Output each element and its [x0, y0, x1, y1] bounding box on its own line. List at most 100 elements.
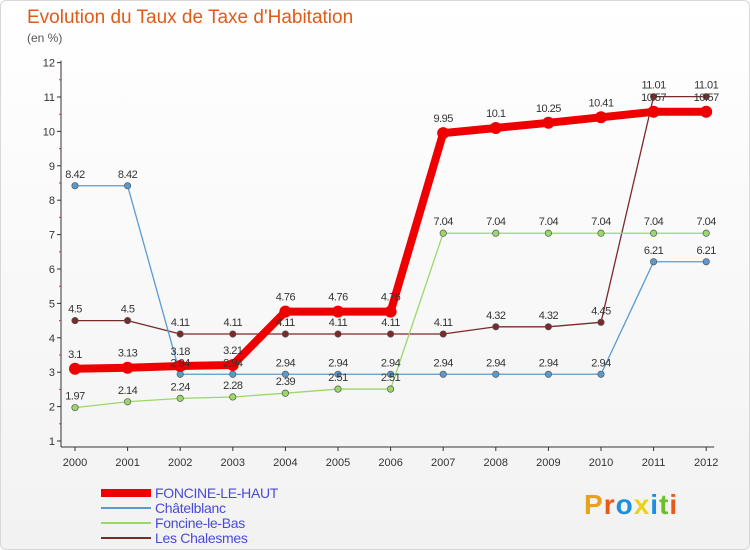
data-label-ch-telblanc: 2.94: [433, 357, 453, 369]
data-label-foncine-le-haut: 3.18: [170, 346, 190, 358]
y-tick-label: 1: [49, 436, 55, 448]
data-label-ch-telblanc: 2.94: [276, 357, 296, 369]
data-point-foncine-le-haut: [69, 362, 81, 375]
logo-letter: i: [669, 489, 679, 520]
legend-item: Foncine-le-Bas: [101, 514, 278, 531]
x-tick-label: 2006: [378, 457, 402, 469]
data-label-les-chalesmes: 4.11: [276, 317, 295, 329]
data-point-foncine-le-haut: [174, 360, 187, 373]
y-tick-label: 7: [49, 230, 55, 242]
data-point-ch-telblanc: [334, 370, 342, 378]
data-label-ch-telblanc: 6.21: [696, 245, 716, 257]
data-label-foncine-le-bas: 2.51: [381, 372, 401, 384]
data-point-ch-telblanc: [124, 182, 132, 190]
data-point-foncine-le-bas: [124, 398, 132, 406]
x-tick-label: 2008: [484, 457, 508, 469]
y-tick-label: 11: [44, 92, 55, 104]
logo-letter: x: [633, 489, 651, 520]
data-point-ch-telblanc: [650, 258, 658, 266]
logo-letter: r: [603, 489, 616, 520]
data-point-ch-telblanc: [71, 182, 79, 190]
data-point-foncine-le-haut: [332, 305, 344, 318]
legend-item: FONCINE-LE-HAUT: [101, 484, 279, 501]
data-point-foncine-le-haut: [542, 116, 555, 129]
data-label-les-chalesmes: 11.01: [641, 80, 666, 92]
data-point-foncine-le-haut: [700, 105, 713, 118]
y-tick-label: 2: [49, 402, 55, 414]
y-tick-label: 6: [49, 264, 55, 276]
data-point-ch-telblanc: [492, 370, 500, 378]
data-point-foncine-le-haut: [595, 111, 607, 124]
data-point-foncine-le-haut: [489, 121, 502, 134]
y-tick-label: 10: [43, 126, 55, 138]
data-label-les-chalesmes: 4.45: [591, 305, 611, 317]
legend-label: Foncine-le-Bas: [155, 514, 245, 531]
data-label-foncine-le-haut: 10.1: [486, 108, 506, 120]
data-label-ch-telblanc: 2.94: [170, 357, 190, 369]
data-point-les-chalesmes: [597, 318, 605, 326]
data-point-les-chalesmes: [176, 330, 184, 338]
series-line-foncine-le-haut: [71, 107, 711, 373]
data-label-foncine-le-bas: 7.04: [486, 216, 506, 228]
data-point-foncine-le-bas: [334, 385, 342, 393]
legend-swatch: [101, 488, 151, 497]
data-point-les-chalesmes: [124, 317, 132, 325]
data-point-foncine-le-bas: [229, 393, 237, 401]
data-point-foncine-le-haut: [121, 361, 134, 374]
y-tick-label: 12: [43, 58, 55, 70]
data-label-foncine-le-bas: 2.39: [276, 376, 296, 388]
data-label-les-chalesmes: 4.11: [329, 317, 348, 329]
data-label-foncine-le-bas: 7.04: [591, 216, 611, 228]
data-point-les-chalesmes: [492, 323, 500, 331]
data-point-foncine-le-haut: [647, 105, 660, 118]
x-tick-label: 2005: [326, 457, 350, 469]
x-tick-label: 2001: [115, 457, 139, 469]
data-point-foncine-le-bas: [492, 229, 500, 237]
data-label-les-chalesmes: 4.11: [171, 317, 190, 329]
data-label-foncine-le-haut: 3.1: [68, 349, 82, 361]
x-tick-label: 2003: [221, 457, 245, 469]
data-point-foncine-le-bas: [702, 229, 710, 237]
data-point-les-chalesmes: [439, 330, 447, 338]
data-point-foncine-le-bas: [281, 389, 289, 397]
data-label-foncine-le-haut: 4.76: [328, 292, 348, 304]
legend-label: FONCINE-LE-HAUT: [155, 484, 279, 501]
y-tick-label: 5: [49, 298, 55, 310]
data-label-ch-telblanc: 2.94: [591, 357, 611, 369]
x-tick-label: 2011: [642, 457, 666, 469]
data-label-ch-telblanc: 8.42: [118, 169, 138, 181]
data-point-ch-telblanc: [597, 370, 605, 378]
legend: FONCINE-LE-HAUT Châtelblanc Foncine-le-Bas…: [101, 484, 279, 546]
data-label-ch-telblanc: 8.42: [65, 169, 85, 181]
data-point-foncine-le-bas: [650, 229, 658, 237]
legend-swatch: [101, 536, 151, 539]
data-label-foncine-le-haut: 3.21: [223, 345, 243, 357]
data-label-foncine-le-bas: 1.97: [65, 391, 85, 403]
legend-label: Châtelblanc: [155, 499, 226, 516]
x-tick-label: 2009: [536, 457, 560, 469]
data-label-les-chalesmes: 4.5: [68, 304, 82, 316]
logo-letter: P: [584, 489, 604, 520]
data-point-foncine-le-haut: [226, 358, 239, 371]
data-point-les-chalesmes: [334, 330, 342, 338]
data-label-foncine-le-bas: 7.04: [433, 216, 453, 228]
data-label-les-chalesmes: 4.32: [539, 310, 559, 322]
y-tick-label: 3: [49, 367, 55, 379]
legend-swatch: [101, 521, 151, 524]
x-tick-label: 2007: [431, 457, 455, 469]
data-point-les-chalesmes: [544, 323, 552, 331]
data-label-foncine-le-bas: 2.14: [118, 385, 138, 397]
data-label-foncine-le-bas: 2.24: [170, 381, 190, 393]
logo-letter: i: [650, 489, 660, 520]
data-point-les-chalesmes: [650, 93, 658, 101]
data-point-foncine-le-bas: [176, 394, 184, 402]
data-label-ch-telblanc: 2.94: [328, 357, 348, 369]
data-point-ch-telblanc: [702, 258, 710, 266]
data-label-ch-telblanc: 2.94: [381, 357, 401, 369]
data-label-foncine-le-bas: 2.28: [223, 380, 243, 392]
data-label-foncine-le-bas: 7.04: [696, 216, 716, 228]
y-tick-label: 4: [49, 333, 55, 345]
proxiti-logo: Proxiti: [584, 489, 678, 521]
y-tick-label: 9: [49, 161, 55, 173]
x-tick-label: 2004: [273, 457, 297, 469]
